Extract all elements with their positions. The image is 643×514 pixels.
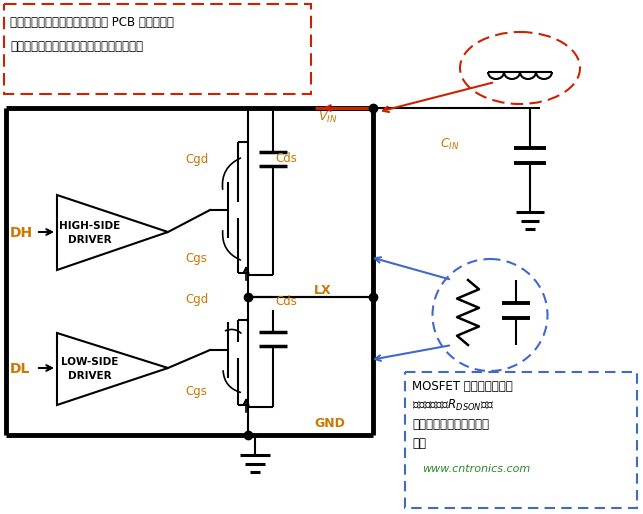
Text: 成于小阵值（$R_{DSON}$）电: 成于小阵值（$R_{DSON}$）电 bbox=[412, 398, 494, 413]
Text: 电源引脚到内部硅片的邦定线相当于电感。: 电源引脚到内部硅片的邦定线相当于电感。 bbox=[10, 40, 143, 53]
Text: $V_{IN}$: $V_{IN}$ bbox=[318, 110, 338, 125]
Text: 退耦电容到芯片电源引脚之间的 PCB 走线，以及: 退耦电容到芯片电源引脚之间的 PCB 走线，以及 bbox=[10, 16, 174, 29]
Text: Cgd: Cgd bbox=[185, 153, 208, 166]
Text: Cgs: Cgs bbox=[185, 385, 207, 398]
Text: Cgd: Cgd bbox=[185, 293, 208, 306]
Text: LX: LX bbox=[314, 284, 332, 297]
Text: LOW-SIDE: LOW-SIDE bbox=[61, 357, 119, 367]
Text: DRIVER: DRIVER bbox=[68, 371, 112, 381]
Text: GND: GND bbox=[314, 417, 345, 430]
Polygon shape bbox=[57, 333, 168, 405]
Text: DH: DH bbox=[10, 226, 33, 240]
Text: 阵，在截止时，等效成电: 阵，在截止时，等效成电 bbox=[412, 418, 489, 431]
Text: HIGH-SIDE: HIGH-SIDE bbox=[59, 221, 121, 231]
Text: $C_{IN}$: $C_{IN}$ bbox=[440, 137, 460, 152]
Text: DRIVER: DRIVER bbox=[68, 235, 112, 245]
Text: DL: DL bbox=[10, 362, 30, 376]
Polygon shape bbox=[57, 195, 168, 270]
Text: www.cntronics.com: www.cntronics.com bbox=[422, 464, 530, 474]
Text: Cds: Cds bbox=[275, 152, 297, 165]
Text: Cgs: Cgs bbox=[185, 252, 207, 265]
Text: 容。: 容。 bbox=[412, 437, 426, 450]
Text: MOSFET 在导通时，等效: MOSFET 在导通时，等效 bbox=[412, 380, 512, 393]
Text: Cds: Cds bbox=[275, 295, 297, 308]
